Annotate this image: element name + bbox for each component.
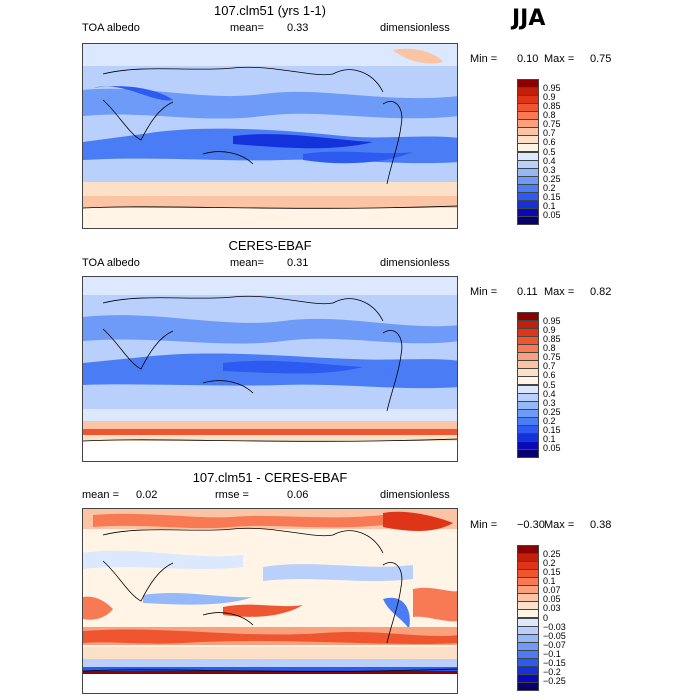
panel-2-units-label: dimensionless: [380, 257, 450, 269]
colorbar-tick-label: −0.07: [543, 639, 566, 650]
colorbar-tick-label: −0.2: [543, 666, 561, 677]
colorbar-tick-label: 0.05: [543, 442, 561, 453]
panel-1-min-value: 0.10: [517, 53, 539, 65]
colorbar-tick-label: 0.95: [543, 316, 561, 327]
colorbar-tick-label: −0.03: [543, 621, 566, 632]
panel-1-colorbar: 0.95 0.9 0.85 0.8 0.75 0.7 0.6 0.5 0.4 0.3 0.25 0.2…: [517, 79, 561, 225]
panel-1-title: 107.clm51 (yrs 1-1): [214, 3, 326, 18]
colorbar-tick-label: 0.15: [543, 424, 561, 435]
colorbar-tick-label: 0.1: [543, 200, 556, 211]
panel-3-colorbar: 0.25 0.2 0.15 0.1 0.07 0.05 0.03 0 −0.03 −0.05 −0.…: [517, 545, 566, 691]
colorbar-tick-label: 0.95: [543, 83, 561, 94]
colorbar-tick-label: 0: [543, 612, 549, 623]
colorbar-tick-label: 0.15: [543, 567, 561, 578]
colorbar-tick-label: −0.05: [543, 630, 566, 641]
panel-3-rmse-label: rmse =: [215, 489, 249, 501]
colorbar-cell: [517, 215, 539, 225]
colorbar-cell: [517, 681, 539, 691]
colorbar-tick-label: 0.25: [543, 549, 561, 560]
colorbar-tick-label: −0.1: [543, 648, 561, 659]
colorbar-tick-label: 0.85: [543, 101, 561, 112]
panel-1-mean-label: mean=: [230, 22, 264, 34]
colorbar-tick-label: −0.25: [543, 675, 566, 686]
panel-2-max-value: 0.82: [590, 286, 612, 298]
panel-2-mean-label: mean=: [230, 257, 264, 269]
colorbar-tick-label: 0.03: [543, 603, 561, 614]
panel-3-min-label: Min =: [470, 519, 498, 531]
colorbar-tick-label: 0.6: [543, 137, 556, 148]
colorbar-tick-label: 0.1: [543, 433, 556, 444]
colorbar-tick-label: 0.85: [543, 334, 561, 345]
colorbar-tick-label: 0.2: [543, 415, 556, 426]
colorbar-tick-label: 0.9: [543, 325, 556, 336]
colorbar-tick-label: 0.05: [543, 209, 561, 220]
colorbar-tick-label: 0.5: [543, 379, 556, 390]
panel-2-min-value: 0.11: [517, 286, 538, 298]
colorbar-tick-label: 0.75: [543, 352, 561, 363]
season-label: JJA: [512, 6, 546, 31]
colorbar-tick-label: 0.05: [543, 594, 561, 605]
colorbar-tick-label: 0.75: [543, 119, 561, 130]
panel-3-mean-label: mean =: [82, 489, 119, 501]
colorbar-tick-label: 0.8: [543, 343, 556, 354]
panel-1-min-label: Min =: [470, 53, 498, 65]
panel-2-max-label: Max =: [544, 286, 575, 298]
panel-1-variable-label: TOA albedo: [82, 22, 140, 34]
panel-2-map: [82, 276, 458, 462]
panel-1-map: [82, 43, 458, 229]
panel-3-title: 107.clm51 - CERES-EBAF: [192, 470, 348, 485]
panel-1-mean-value: 0.33: [287, 22, 309, 34]
panel-2-variable-label: TOA albedo: [82, 257, 140, 269]
colorbar-tick-label: 0.3: [543, 397, 556, 408]
panel-3-rmse-value: 0.06: [287, 489, 309, 501]
colorbar-tick-label: 0.2: [543, 182, 556, 193]
panel-3-max-value: 0.38: [590, 519, 612, 531]
colorbar-cell: [517, 448, 539, 458]
panel-2-title: CERES-EBAF: [228, 238, 312, 253]
panel-1-max-label: Max =: [544, 53, 575, 65]
panel-2-min-label: Min =: [470, 286, 498, 298]
colorbar-tick-label: 0.4: [543, 388, 556, 399]
panel-2-mean-value: 0.31: [287, 257, 309, 269]
colorbar-tick-label: 0.5: [543, 146, 556, 157]
panel-3-mean-value: 0.02: [136, 489, 158, 501]
colorbar-tick-label: 0.07: [543, 585, 561, 596]
panel-2-colorbar: 0.95 0.9 0.85 0.8 0.75 0.7 0.6 0.5 0.4 0.3 0.25 0.2…: [517, 312, 561, 458]
colorbar-tick-label: 0.6: [543, 370, 556, 381]
panel-1-units-label: dimensionless: [380, 22, 450, 34]
panel-3-min-value: −0.30: [517, 519, 545, 531]
colorbar-tick-label: 0.25: [543, 406, 561, 417]
colorbar-tick-label: 0.9: [543, 92, 556, 103]
colorbar-tick-label: −0.15: [543, 657, 566, 668]
panel-3-units-label: dimensionless: [380, 489, 450, 501]
panel-1-max-value: 0.75: [590, 53, 612, 65]
colorbar-tick-label: 0.3: [543, 164, 556, 175]
colorbar-tick-label: 0.4: [543, 155, 556, 166]
colorbar-tick-label: 0.15: [543, 191, 561, 202]
colorbar-tick-label: 0.7: [543, 361, 556, 372]
panel-3-map: [82, 508, 458, 694]
colorbar-tick-label: 0.7: [543, 128, 556, 139]
colorbar-tick-label: 0.1: [543, 576, 556, 587]
panel-3-max-label: Max =: [544, 519, 575, 531]
colorbar-tick-label: 0.2: [543, 558, 556, 569]
colorbar-tick-label: 0.25: [543, 173, 561, 184]
colorbar-tick-label: 0.8: [543, 110, 556, 121]
